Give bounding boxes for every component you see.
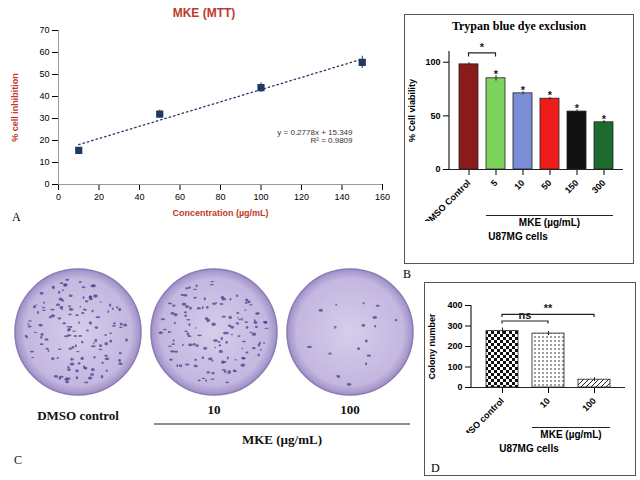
html-text:D: D xyxy=(431,461,440,475)
svg-text:% cell inhibition: % cell inhibition xyxy=(10,73,20,142)
svg-text:40: 40 xyxy=(39,91,49,101)
svg-text:50: 50 xyxy=(539,178,553,192)
svg-text:70: 70 xyxy=(39,25,49,35)
svg-text:10: 10 xyxy=(208,402,221,417)
svg-text:0: 0 xyxy=(44,179,49,189)
svg-text:DMSO control: DMSO control xyxy=(37,408,119,423)
svg-text:C: C xyxy=(14,453,22,467)
svg-text:10: 10 xyxy=(538,396,552,410)
svg-text:30: 30 xyxy=(39,113,49,123)
html-text:B: B xyxy=(403,267,411,281)
svg-text:Colony number: Colony number xyxy=(427,313,437,379)
svg-text:ns: ns xyxy=(518,309,532,321)
svg-text:300: 300 xyxy=(590,178,608,196)
svg-text:120: 120 xyxy=(294,192,309,202)
html-text:MKE (µg/mL): MKE (µg/mL) xyxy=(540,429,602,440)
svg-text:140: 140 xyxy=(334,192,349,202)
html-text:MKE (µg/mL): MKE (µg/mL) xyxy=(518,217,581,228)
svg-text:50: 50 xyxy=(430,111,440,121)
svg-text:100: 100 xyxy=(447,362,462,372)
svg-text:50: 50 xyxy=(39,69,49,79)
svg-text:5: 5 xyxy=(489,178,500,189)
svg-text:400: 400 xyxy=(447,300,462,310)
svg-text:% Cell viability: % Cell viability xyxy=(407,79,417,142)
svg-text:20: 20 xyxy=(94,192,104,202)
svg-text:DMSO Control: DMSO Control xyxy=(422,178,473,221)
html-text:A: A xyxy=(12,210,21,224)
svg-text:80: 80 xyxy=(215,192,225,202)
svg-text:**: ** xyxy=(544,302,553,314)
svg-text:160: 160 xyxy=(375,192,390,202)
svg-text:200: 200 xyxy=(447,341,462,351)
html-text:U87MG cells: U87MG cells xyxy=(488,231,548,242)
svg-text:Concentration (µg/mL): Concentration (µg/mL) xyxy=(172,208,268,218)
html-text:U87MG cells: U87MG cells xyxy=(499,443,559,454)
html-text:Trypan blue dye exclusion: Trypan blue dye exclusion xyxy=(451,19,587,33)
html-text:MKE (MTT): MKE (MTT) xyxy=(172,6,236,20)
svg-text:100: 100 xyxy=(253,192,268,202)
svg-text:MKE (µg/mL): MKE (µg/mL) xyxy=(242,432,322,447)
svg-text:y = 0.2778x + 15.349R² = 0.980: y = 0.2778x + 15.349R² = 0.9809 xyxy=(277,128,353,145)
svg-text:0: 0 xyxy=(56,192,61,202)
svg-text:0: 0 xyxy=(457,382,462,392)
svg-text:300: 300 xyxy=(447,321,462,331)
svg-text:10: 10 xyxy=(512,178,526,192)
svg-text:100: 100 xyxy=(580,396,598,414)
svg-text:100: 100 xyxy=(425,57,440,67)
svg-text:10: 10 xyxy=(39,157,49,167)
svg-text:*: * xyxy=(521,84,526,96)
svg-text:20: 20 xyxy=(39,135,49,145)
svg-text:*: * xyxy=(548,89,553,101)
svg-text:*: * xyxy=(575,102,580,114)
svg-text:*: * xyxy=(602,113,607,125)
svg-text:*: * xyxy=(494,68,499,80)
svg-text:60: 60 xyxy=(175,192,185,202)
svg-text:60: 60 xyxy=(39,47,49,57)
svg-text:0: 0 xyxy=(435,164,440,174)
svg-text:*: * xyxy=(480,41,485,53)
svg-text:40: 40 xyxy=(134,192,144,202)
svg-text:150: 150 xyxy=(563,178,581,196)
svg-text:DMSO control: DMSO control xyxy=(456,396,505,433)
svg-text:100: 100 xyxy=(340,402,360,417)
